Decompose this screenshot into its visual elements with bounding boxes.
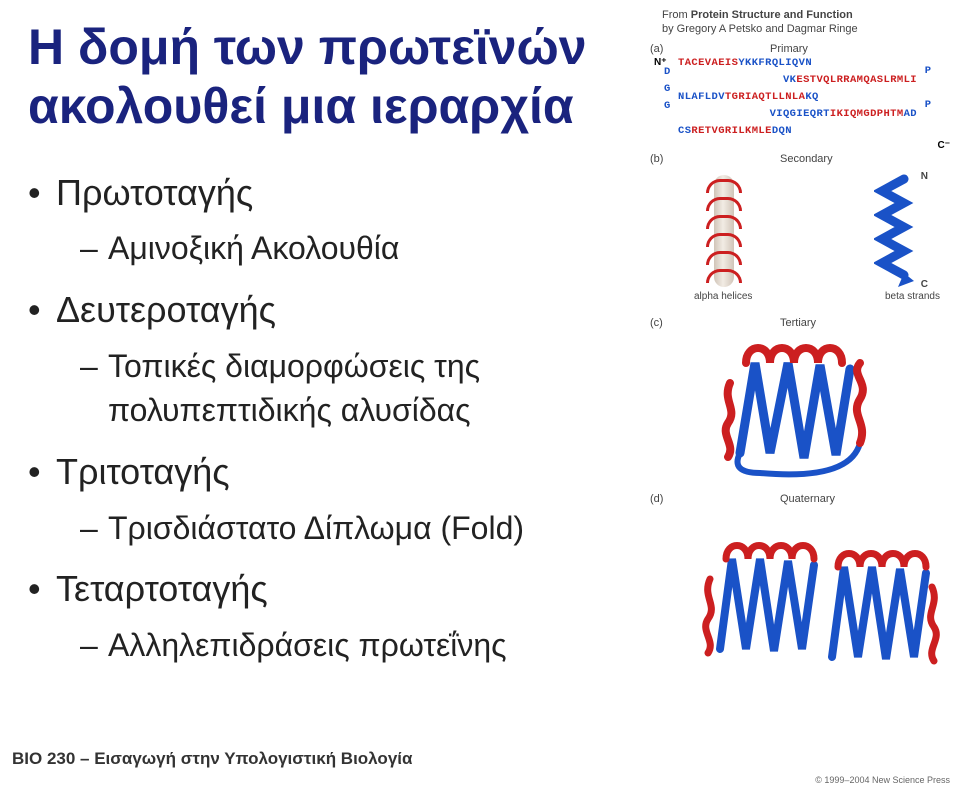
c-label: C <box>921 279 928 290</box>
alpha-helix-icon <box>706 175 742 287</box>
quaternary-ribbon-icon <box>680 499 940 699</box>
bullet-list: Πρωτοταγής Αμινοξική Ακολουθία Δευτεροτα… <box>28 168 648 668</box>
panel-c-label: (c) <box>650 317 663 329</box>
c-terminus-label: C⁻ <box>938 140 951 151</box>
alpha-helices-label: alpha helices <box>694 291 752 302</box>
tertiary-ribbon-icon <box>700 323 910 483</box>
panel-b-label: (b) <box>650 153 663 165</box>
beta-strands-label: beta strands <box>885 291 940 302</box>
bullet-secondary-sub: Τοπικές διαμορφώσεις της πολυπεπτιδικής … <box>28 344 648 434</box>
figure-copyright: © 1999–2004 New Science Press <box>815 775 950 785</box>
panel-tertiary: (c) Tertiary <box>650 317 950 487</box>
panel-secondary: (b) Secondary N C alpha helices beta str… <box>650 153 950 311</box>
sequence-line: TACEVAEISYKKFRQLIQVN <box>678 57 917 69</box>
panel-primary: (a) Primary N⁺ TACEVAEISYKKFRQLIQVNPVKES… <box>650 43 950 147</box>
bullet-primary: Πρωτοταγής <box>28 168 648 218</box>
panel-a-title: Primary <box>770 43 808 55</box>
figure-panel: From Protein Structure and Function by G… <box>650 8 950 709</box>
sequence-line: VKESTVQLRRAMQASLRMLI <box>678 74 917 86</box>
figure-source: From Protein Structure and Function by G… <box>650 8 950 37</box>
sequence-linker: P <box>925 99 931 111</box>
n-label: N <box>921 171 928 182</box>
sequence-linker: P <box>925 65 931 77</box>
sequence-linker: G <box>664 100 670 112</box>
bullet-tertiary: Τριτοταγής <box>28 447 648 497</box>
panel-quaternary: (d) Quaternary <box>650 493 950 703</box>
bullet-quaternary-sub: Αλληλεπιδράσεις πρωτεΐνης <box>28 623 648 668</box>
sequence-linker: G <box>664 83 670 95</box>
sequence-line: CSRETVGRILKMLEDQN <box>678 125 917 137</box>
figure-source-authors: by Gregory A Petsko and Dagmar Ringe <box>662 23 858 35</box>
page-title: Η δομή των πρωτεϊνών ακολουθεί μια ιεραρ… <box>28 18 648 136</box>
bullet-secondary: Δευτεροταγής <box>28 285 648 335</box>
bullet-quaternary: Τεταρτοταγής <box>28 564 648 614</box>
sequence-linker: D <box>664 66 670 78</box>
sequence-line: VIQGIEQRTIKIQMGDPHTMAD <box>678 108 917 120</box>
beta-strand-icon: N C <box>874 173 914 298</box>
panel-a-label: (a) <box>650 43 663 55</box>
bullet-tertiary-sub: Τρισδιάστατο Δίπλωμα (Fold) <box>28 506 648 551</box>
bullet-primary-sub: Αμινοξική Ακολουθία <box>28 226 648 271</box>
course-footer: BIO 230 – Εισαγωγή στην Υπολογιστική Βιο… <box>12 749 412 769</box>
panel-b-title: Secondary <box>780 153 833 165</box>
sequence-line: NLAFLDVTGRIAQTLLNLAKQ <box>678 91 917 103</box>
panel-d-label: (d) <box>650 493 663 505</box>
figure-source-title: Protein Structure and Function <box>691 9 853 21</box>
